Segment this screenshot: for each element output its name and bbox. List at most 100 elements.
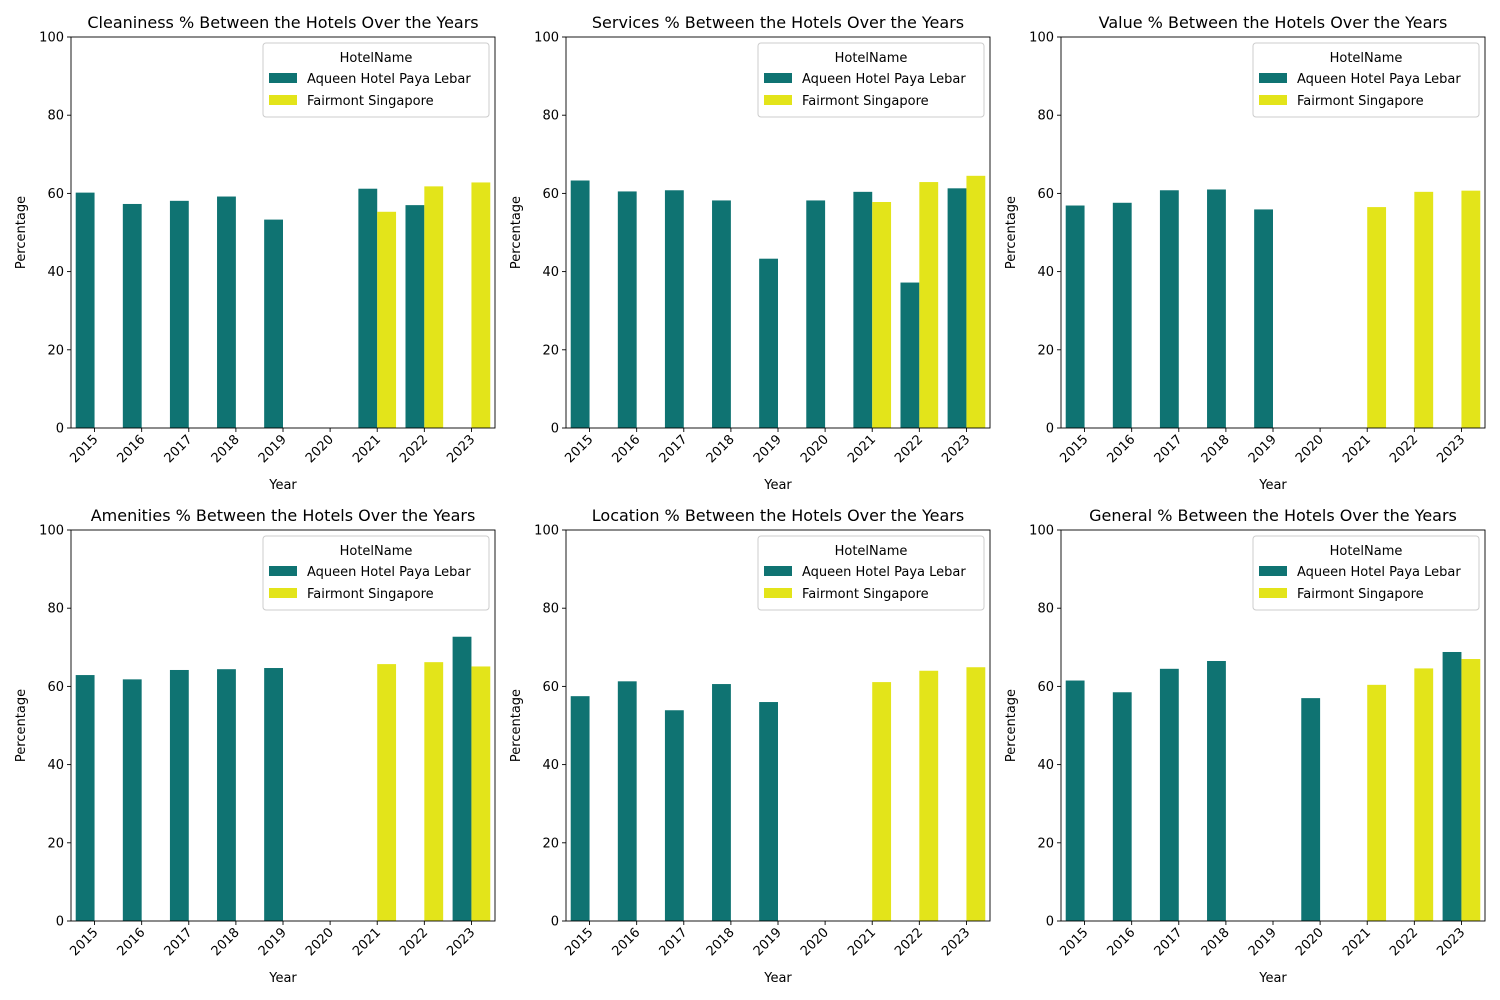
chart-panel-2: 0 20 40 60 80 100 2015 2016 2017 2018 2019 2020 2021…: [509, 13, 991, 493]
bar-aqueen-2020: [806, 200, 826, 428]
x-tick-label: 2019: [256, 925, 290, 959]
bar-fairmont-2023: [471, 666, 491, 921]
x-tick-label: 2015: [1057, 432, 1091, 466]
chart-title: Services % Between the Hotels Over the Y…: [592, 13, 964, 32]
x-tick-label: 2023: [444, 432, 478, 466]
y-tick-label: 80: [542, 602, 559, 617]
legend-swatch-aqueen: [764, 73, 792, 83]
legend-box: [757, 535, 985, 611]
legend-box: [262, 535, 490, 611]
y-tick-label: 40: [542, 265, 559, 280]
y-tick-label: 0: [56, 915, 64, 930]
y-tick-label: 60: [542, 680, 559, 695]
bar-aqueen-2015: [570, 180, 590, 428]
bar-aqueen-2021: [358, 188, 378, 428]
x-tick-label: 2021: [845, 925, 879, 959]
bar-aqueen-2018: [217, 196, 236, 428]
bar-aqueen-2019: [1254, 209, 1273, 428]
legend-title: HotelName: [835, 544, 908, 559]
y-tick-label: 100: [39, 31, 64, 46]
bar-aqueen-2018: [217, 669, 236, 921]
legend-title: HotelName: [340, 544, 413, 559]
y-tick-label: 0: [551, 422, 559, 437]
bar-aqueen-2018: [712, 200, 731, 428]
legend: HotelName Aqueen Hotel Paya Lebar Fairmont…: [757, 535, 985, 611]
y-tick-label: 0: [551, 915, 559, 930]
bar-aqueen-2015: [75, 192, 95, 428]
bar-aqueen-2016: [1112, 202, 1132, 428]
legend-entry-fairmont: Fairmont Singapore: [307, 587, 434, 602]
x-tick-label: 2017: [657, 432, 691, 466]
x-tick-label: 2022: [892, 432, 926, 466]
x-tick-label: 2015: [562, 432, 596, 466]
bar-fairmont-2022: [919, 182, 939, 428]
bar-fairmont-2021: [872, 202, 892, 428]
legend-swatch-aqueen: [1259, 73, 1287, 83]
legend-entry-aqueen: Aqueen Hotel Paya Lebar: [307, 72, 471, 87]
x-axis-label: Year: [763, 971, 792, 986]
legend: HotelName Aqueen Hotel Paya Lebar Fairmont…: [262, 42, 490, 118]
bar-aqueen-2016: [617, 681, 637, 921]
bar-aqueen-2022: [405, 205, 425, 428]
legend-swatch-fairmont: [1259, 95, 1287, 105]
bar-fairmont-2022: [919, 670, 939, 921]
legend-swatch-fairmont: [269, 95, 297, 105]
legend-swatch-aqueen: [1259, 566, 1287, 576]
x-tick-label: 2018: [209, 925, 243, 959]
x-tick-label: 2020: [303, 432, 337, 466]
y-tick-label: 80: [1037, 602, 1054, 617]
x-axis-label: Year: [1258, 478, 1287, 493]
bar-fairmont-2022: [424, 662, 444, 921]
bar-aqueen-2018: [1207, 660, 1226, 921]
x-tick-label: 2019: [1246, 925, 1280, 959]
x-tick-label: 2020: [1293, 432, 1327, 466]
x-tick-label: 2018: [1199, 925, 1233, 959]
x-tick-label: 2019: [1246, 432, 1280, 466]
x-tick-label: 2016: [1104, 925, 1138, 959]
legend: HotelName Aqueen Hotel Paya Lebar Fairmont…: [1252, 535, 1480, 611]
bar-fairmont-2022: [1414, 668, 1434, 921]
y-tick-label: 60: [542, 187, 559, 202]
x-tick-label: 2016: [609, 925, 643, 959]
x-tick-label: 2021: [350, 925, 384, 959]
bar-aqueen-2022: [900, 282, 920, 428]
x-tick-label: 2018: [704, 925, 738, 959]
y-tick-label: 60: [47, 187, 64, 202]
legend-title: HotelName: [1330, 544, 1403, 559]
x-tick-label: 2021: [1340, 432, 1374, 466]
x-tick-label: 2019: [751, 925, 785, 959]
legend-swatch-aqueen: [269, 566, 297, 576]
legend-box: [1252, 42, 1480, 118]
bar-fairmont-2023: [966, 175, 986, 428]
y-tick-label: 20: [1037, 343, 1054, 358]
bar-aqueen-2017: [169, 669, 189, 921]
bar-fairmont-2023: [966, 667, 986, 921]
x-tick-label: 2023: [1434, 432, 1468, 466]
x-axis-label: Year: [763, 478, 792, 493]
y-tick-label: 0: [1046, 422, 1054, 437]
x-tick-label: 2022: [892, 925, 926, 959]
bar-aqueen-2016: [1112, 692, 1132, 921]
y-axis-label: Percentage: [14, 689, 29, 762]
y-tick-label: 60: [1037, 680, 1054, 695]
legend-swatch-fairmont: [764, 95, 792, 105]
y-tick-label: 40: [1037, 758, 1054, 773]
chart-panel-1: 0 20 40 60 80 100 2015 2016 2017 2018 2019 2020 2021…: [14, 13, 496, 493]
legend: HotelName Aqueen Hotel Paya Lebar Fairmont…: [262, 535, 490, 611]
y-axis-label: Percentage: [1004, 689, 1019, 762]
bar-aqueen-2017: [1159, 190, 1179, 428]
bar-aqueen-2023: [947, 188, 967, 428]
bar-aqueen-2015: [570, 696, 590, 921]
chart-title: Amenities % Between the Hotels Over the …: [91, 506, 476, 525]
y-tick-label: 80: [47, 602, 64, 617]
bar-aqueen-2016: [617, 191, 637, 428]
y-tick-label: 0: [1046, 915, 1054, 930]
bar-aqueen-2020: [1301, 698, 1321, 921]
bar-aqueen-2017: [664, 710, 684, 921]
bar-aqueen-2016: [122, 203, 142, 428]
y-tick-label: 40: [47, 758, 64, 773]
x-tick-label: 2021: [845, 432, 879, 466]
x-tick-label: 2021: [1340, 925, 1374, 959]
legend-box: [262, 42, 490, 118]
x-tick-label: 2015: [67, 925, 101, 959]
